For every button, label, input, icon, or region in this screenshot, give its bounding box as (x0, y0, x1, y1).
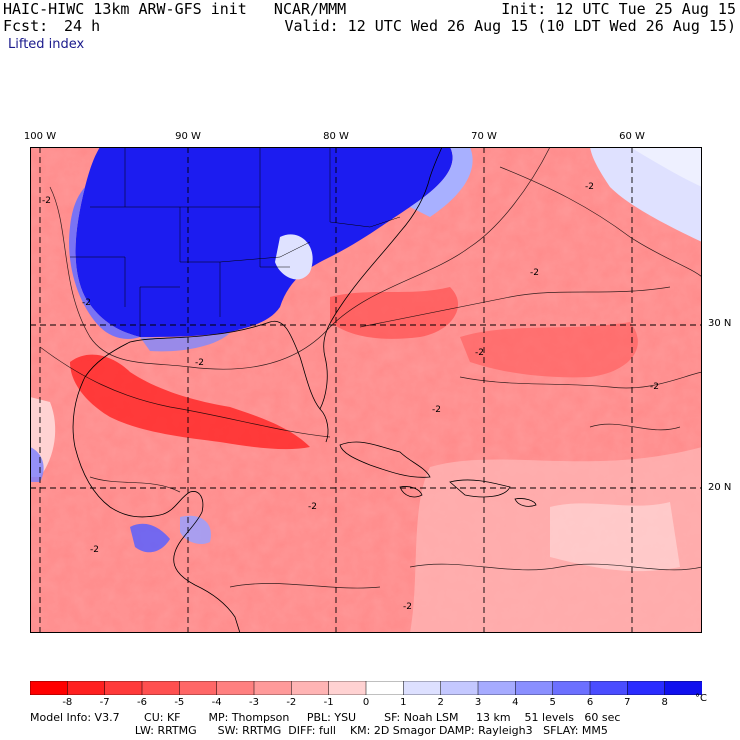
colorbar-tick-label: -4 (211, 697, 222, 708)
field-name: Lifted index (8, 37, 85, 52)
lon-label-100w: 100 W (23, 131, 57, 142)
mexico-stable-patch (30, 447, 44, 482)
puerto-rico (514, 498, 537, 507)
contour-lines (39, 147, 702, 589)
florida-tip (319, 408, 329, 443)
lon-label-60w: 60 W (619, 131, 645, 142)
colorbar-swatch (328, 681, 367, 695)
colorbar-swatch (104, 681, 143, 695)
colorbar-swatch (589, 681, 629, 695)
stable-edge-south (140, 333, 230, 352)
contour-label: -2 (432, 405, 441, 415)
colorbar-tick-label: 2 (437, 697, 444, 708)
colorbar-swatch (365, 681, 405, 695)
coastlines (72, 147, 537, 633)
model-title: HAIC-HIWC 13km ARW-GFS init NCAR/MMM (3, 0, 347, 18)
colorbar-tick-label: 1 (400, 697, 407, 708)
lat-lon-grid (30, 147, 702, 633)
colorbar-swatch (515, 681, 554, 695)
stable-air-mass (75, 147, 453, 337)
lat-label-30n: 30 N (708, 318, 732, 329)
instability-subtropical (460, 322, 638, 378)
contour-label: -2 (195, 358, 204, 368)
cuba (339, 441, 431, 478)
colorbar-tick-label: 0 (362, 697, 370, 708)
colorbar-tick-label: -7 (99, 697, 110, 708)
state-borders (70, 147, 401, 337)
stable-edge-east (410, 147, 473, 217)
colorbar-swatch (552, 681, 591, 695)
lat-label-20n: 20 N (708, 482, 732, 493)
contour-label: -2 (42, 196, 51, 206)
contour-label-group: -2 -2 -2 -2 -2 -2 -2 -2 -2 -2 -2 (42, 182, 659, 612)
colorbar-tick-label: 7 (624, 697, 631, 708)
jamaica (399, 486, 423, 498)
colorbar-swatch (216, 681, 255, 695)
contour-label: -2 (475, 348, 484, 358)
colorbar-tick-label: -2 (286, 697, 297, 708)
model-info-line-1: Model Info: V3.7 CU: KF MP: Thompson PBL… (30, 711, 621, 724)
contour-label: -2 (403, 602, 412, 612)
lon-label-90w: 90 W (175, 131, 201, 142)
colorbar-tick-label: -3 (249, 697, 259, 708)
lon-label-70w: 70 W (471, 131, 497, 142)
instability-atlantic (330, 287, 459, 339)
colorbar-tick-label: 8 (661, 697, 668, 708)
colorbar-swatch (179, 681, 218, 695)
contour-label: -2 (585, 182, 594, 192)
contour-label: -2 (82, 298, 91, 308)
colorbar-swatch (477, 681, 517, 695)
colorbar (30, 681, 702, 695)
colorbar-tick-label: 4 (512, 697, 519, 708)
colorbar-tick-label: -8 (62, 697, 73, 708)
colorbar-unit: °C (695, 693, 707, 704)
colorbar-tick-label: -1 (323, 697, 334, 708)
stable-area-northeast-core (630, 147, 702, 187)
valid-time: Valid: 12 UTC Wed 26 Aug 15 (10 LDT Wed … (284, 17, 736, 35)
contour-label: -2 (650, 382, 659, 392)
colorbar-swatch (30, 681, 69, 695)
central-america-stable (130, 523, 170, 553)
init-time: Init: 12 UTC Tue 25 Aug 15 (501, 0, 736, 18)
colorbar-swatch (141, 681, 181, 695)
forecast-label: Fcst: (3, 17, 49, 35)
contour-label: -2 (90, 545, 99, 555)
colorbar-swatch (67, 681, 106, 695)
colorbar-swatch (403, 681, 442, 695)
colorbar-tick-label: 3 (474, 697, 482, 708)
weak-instability-patch (550, 502, 680, 572)
map-frame (30, 147, 702, 633)
colorbar-swatch (291, 681, 330, 695)
lifted-index-map: -2 -2 -2 -2 -2 -2 -2 -2 -2 -2 -2 (30, 147, 702, 633)
strong-instability-gulf (70, 354, 310, 450)
lon-label-80w: 80 W (323, 131, 349, 142)
colorbar-tick-label: -6 (137, 697, 147, 708)
colorbar-tick-label: 6 (586, 697, 594, 708)
hispaniola (449, 479, 511, 498)
model-info-line-2: LW: RRTMG SW: RRTMG DIFF: full KM: 2D Sm… (30, 724, 608, 737)
colorbar-swatch (627, 681, 666, 695)
colorbar-swatch (253, 681, 293, 695)
colorbar-tick-label: 5 (549, 697, 556, 708)
us-gulf-atlantic-coast (84, 147, 443, 410)
colorbar-swatch (440, 681, 479, 695)
forecast-hour: 24 h (64, 17, 101, 35)
colorbar-tick-label: -5 (174, 697, 185, 708)
mexico-central-america-coast (72, 376, 241, 633)
colorbar-swatch (664, 681, 702, 695)
contour-label: -2 (308, 502, 317, 512)
stable-edge-west (69, 187, 140, 339)
contour-label: -2 (530, 268, 539, 278)
